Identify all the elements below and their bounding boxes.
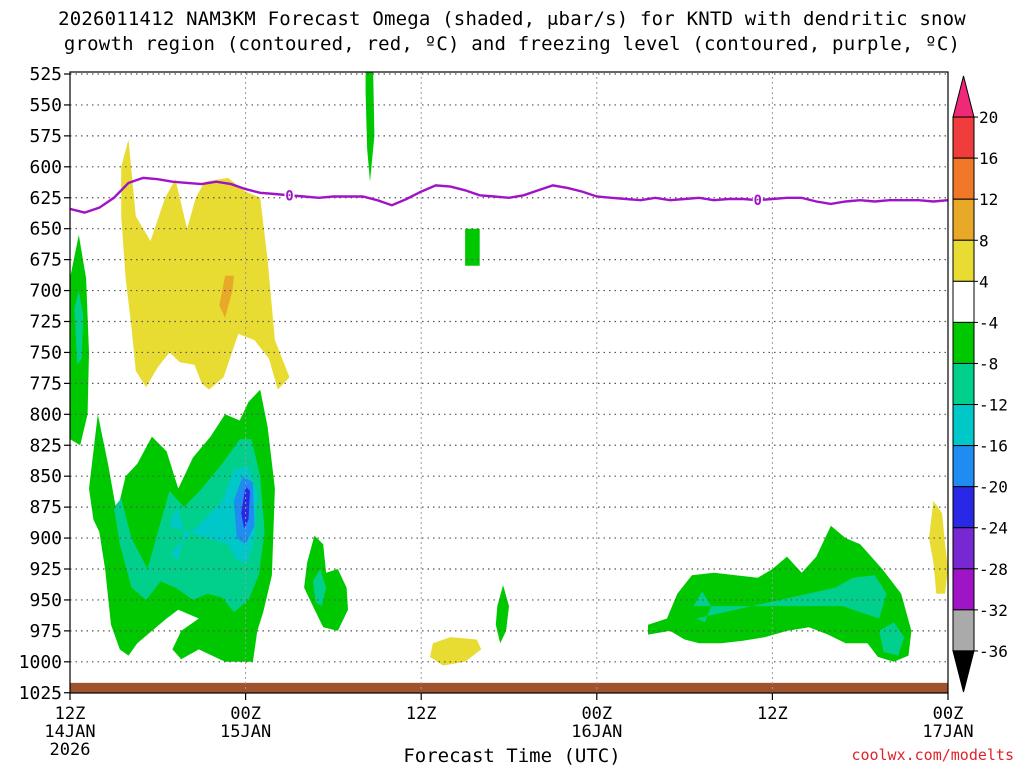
terrain-layer <box>70 682 948 693</box>
grid-layer <box>69 72 949 694</box>
colorbar-segment <box>952 321 975 364</box>
y-tick-label: 725 <box>29 312 62 333</box>
y-tick-label: 825 <box>29 435 62 456</box>
colorbar-label: -20 <box>979 478 1008 497</box>
y-tick-label: 950 <box>29 590 62 611</box>
plot-border <box>69 71 949 694</box>
omega-region-cyan-left-core <box>74 290 84 365</box>
colorbar-label: 20 <box>979 108 998 127</box>
colorbar-segment <box>952 362 975 406</box>
y-axis: 525 550 575 600 625 650 675 700 725 750 775 800 825 8… <box>19 64 70 704</box>
colorbar-segment <box>952 157 975 200</box>
colorbar-label: -24 <box>979 519 1008 538</box>
colorbar-label: 4 <box>979 272 989 291</box>
colorbar-segment <box>952 445 975 488</box>
x-tick-label: 12Z <box>757 704 788 724</box>
colorbar-segment <box>952 609 975 652</box>
y-tick-label: 750 <box>29 342 62 363</box>
x-tick-year: 2026 <box>50 740 91 760</box>
omega-region-teal-lower-band <box>113 439 265 613</box>
y-tick-label: 1000 <box>19 652 62 673</box>
omega-region-cyan-core <box>169 466 258 563</box>
omega-region-cyan-mid-blob <box>312 569 327 607</box>
x-tick-label: 12Z <box>55 704 86 724</box>
colorbar-label: 8 <box>979 231 989 250</box>
colorbar-label: -8 <box>979 354 998 373</box>
x-tick-date: 14JAN <box>44 722 95 742</box>
omega-region-green-mid-blob <box>304 535 348 631</box>
y-tick-label: 1025 <box>19 683 62 704</box>
colorbar-segment <box>952 568 975 611</box>
x-tick-date: 16JAN <box>571 722 622 742</box>
y-tick-label: 550 <box>29 95 62 116</box>
x-tick-label: 00Z <box>581 704 612 724</box>
omega-region-green-right-band <box>648 525 912 662</box>
freezing-label-bg <box>284 187 295 202</box>
omega-region-yellow-right-edge <box>929 500 948 594</box>
freezing-label-bg <box>752 192 763 207</box>
omega-region-yellow-bottom <box>430 637 482 666</box>
colorbar-segment <box>952 527 975 570</box>
y-tick-label: 575 <box>29 126 62 147</box>
colorbar-top-triangle <box>952 75 975 118</box>
plot-frame <box>69 71 949 694</box>
colorbar-label: -4 <box>979 313 998 332</box>
y-tick-label: 625 <box>29 188 62 209</box>
colorbar-label: -16 <box>979 437 1008 456</box>
colorbar-label: -28 <box>979 560 1008 579</box>
colorbar-segment <box>952 404 975 447</box>
freezing-level-label: 0 <box>285 188 293 204</box>
colorbar-segment <box>952 239 975 282</box>
colorbar-segment <box>952 116 975 159</box>
omega-region-orange-core <box>219 275 234 318</box>
colorbar-segment <box>952 486 975 529</box>
x-tick-date: 15JAN <box>220 722 271 742</box>
colorbar-label: 12 <box>979 190 998 209</box>
source-credit[interactable]: coolwx.com/modelts <box>851 746 1014 764</box>
freezing-level-line <box>70 176 948 214</box>
x-tick-label: 00Z <box>230 704 261 724</box>
omega-region-green-small-square <box>465 228 480 266</box>
x-tick-label: 12Z <box>406 704 437 724</box>
x-tick-date: 17JAN <box>922 722 973 742</box>
y-tick-label: 800 <box>29 404 62 425</box>
colorbar-label: -12 <box>979 396 1008 415</box>
omega-region-teal-right-band <box>693 575 887 623</box>
colorbar-label: -32 <box>979 601 1008 620</box>
terrain-band <box>70 682 948 693</box>
x-tick-label: 00Z <box>933 704 964 724</box>
colorbar-label: 16 <box>979 149 998 168</box>
x-axis-title: Forecast Time (UTC) <box>403 745 621 767</box>
y-tick-label: 675 <box>29 250 62 271</box>
y-tick-label: 900 <box>29 528 62 549</box>
y-tick-label: 525 <box>29 64 62 85</box>
y-tick-label: 600 <box>29 157 62 178</box>
y-tick-label: 850 <box>29 466 62 487</box>
omega-region-upslope-yellow-main <box>121 139 290 390</box>
colorbar-segment <box>952 198 975 241</box>
colorbar-bottom-triangle <box>952 650 975 693</box>
chart-title-line2: growth region (contoured, red, ºC) and f… <box>63 33 961 55</box>
y-tick-label: 925 <box>29 559 62 580</box>
y-tick-label: 875 <box>29 497 62 518</box>
freezing-level-label: 0 <box>754 193 762 209</box>
y-tick-label: 650 <box>29 219 62 240</box>
y-tick-label: 775 <box>29 373 62 394</box>
colorbar-label: -36 <box>979 642 1008 661</box>
omega-shading-layer <box>70 72 948 666</box>
y-tick-label: 700 <box>29 281 62 302</box>
omega-region-green-top-spike <box>365 72 375 182</box>
colorbar-segment <box>952 280 975 323</box>
chart-title-line1: 2026011412 NAM3KM Forecast Omega (shaded… <box>58 8 966 30</box>
y-tick-label: 975 <box>29 621 62 642</box>
colorbar: 20 16 12 8 4 -4 -8 -12 -16 -20 -24 -28 -32 -36 <box>952 75 1008 693</box>
